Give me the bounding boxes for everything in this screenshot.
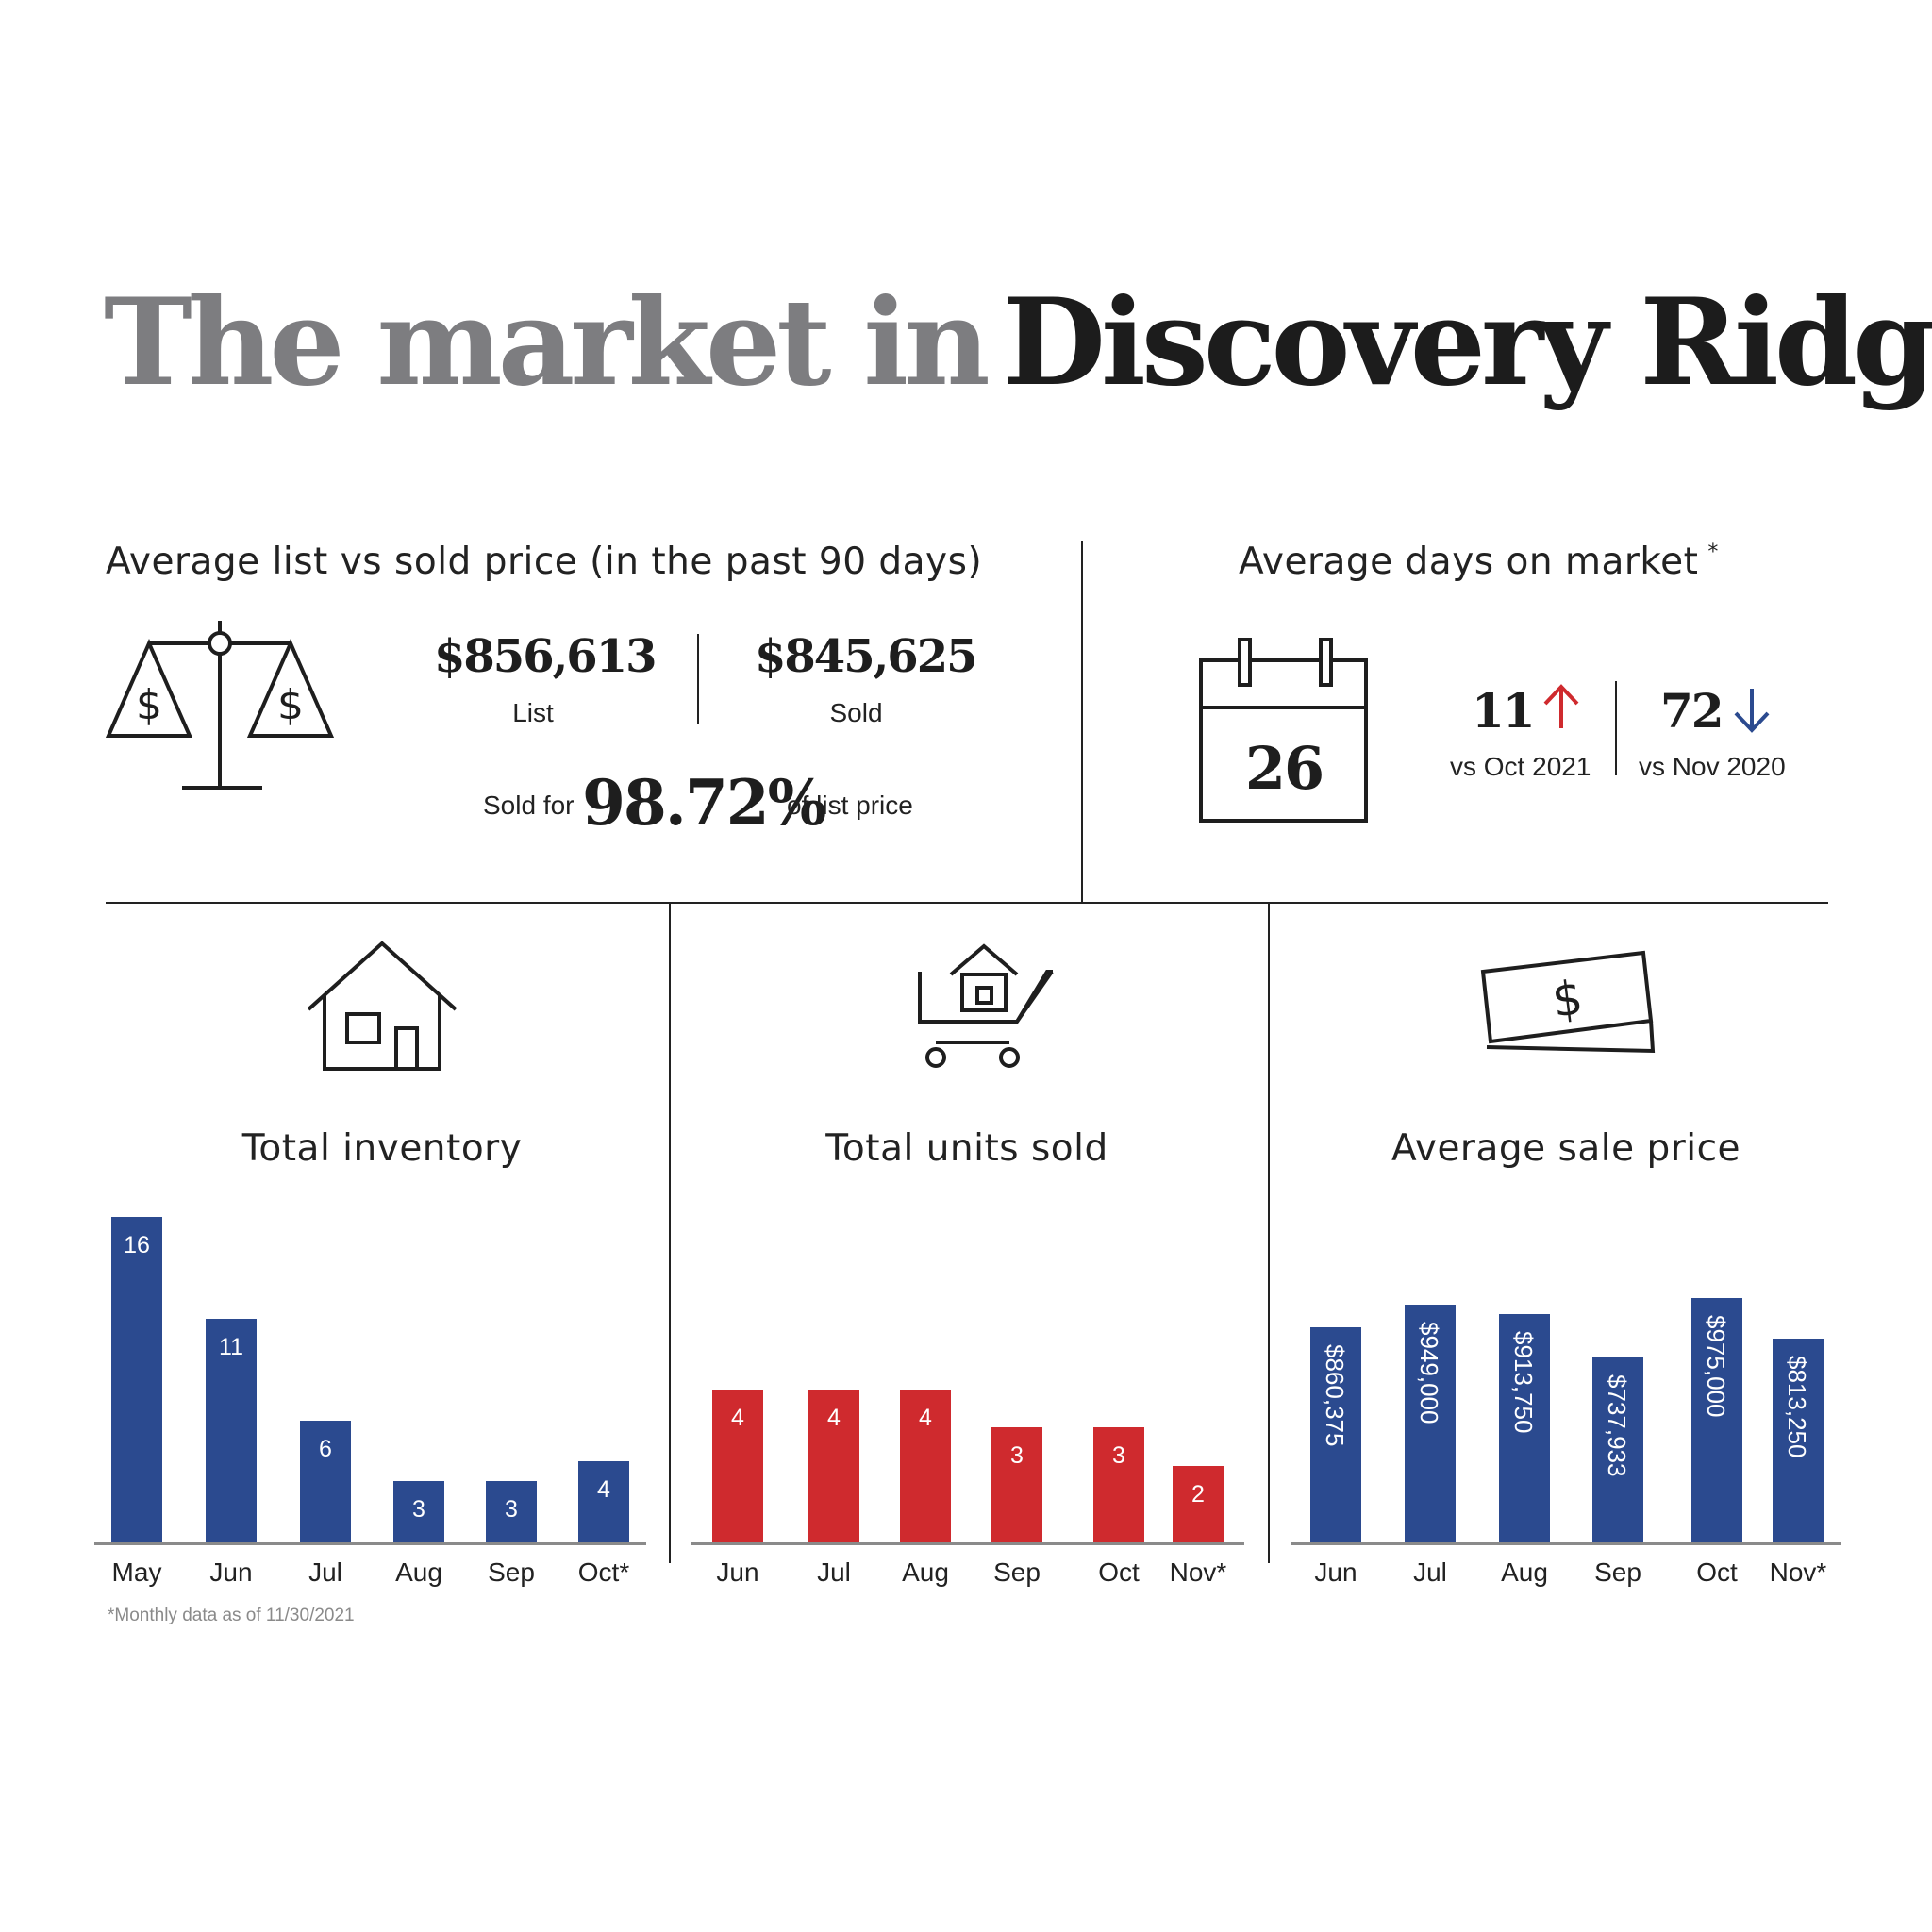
- bar-value-label: 16: [124, 1232, 150, 1258]
- x-axis-tick-label: Oct*: [577, 1557, 630, 1587]
- svg-text:$: $: [277, 681, 304, 729]
- x-axis-tick-label: Sep: [1594, 1557, 1641, 1587]
- bar: [111, 1217, 162, 1542]
- x-axis-tick-label: Jul: [817, 1557, 851, 1587]
- chart-divider-2: [1268, 903, 1270, 1563]
- compare1-label: vs Oct 2021: [1450, 752, 1591, 781]
- bar: [712, 1389, 763, 1542]
- up-arrow-icon: [1543, 684, 1579, 728]
- bar: [206, 1318, 257, 1542]
- sold-for-suffix: of list price: [787, 791, 913, 820]
- title-part2: Discovery Ridge: [1002, 273, 1932, 412]
- x-axis-tick-label: Oct: [1098, 1557, 1140, 1587]
- units-sold-baseline: [691, 1542, 1244, 1545]
- days-heading-mark: *: [1707, 541, 1719, 564]
- svg-text:$: $: [1549, 970, 1586, 1027]
- house-icon: [307, 941, 458, 1071]
- down-arrow-icon: [1734, 689, 1770, 733]
- bar-value-label: 4: [919, 1404, 932, 1431]
- bar: [300, 1420, 351, 1542]
- sold-price-label: Sold: [829, 698, 883, 727]
- days-heading-text: Average days on market: [1239, 541, 1699, 583]
- inventory-baseline: [94, 1542, 646, 1545]
- bar: [900, 1389, 951, 1542]
- top-section-divider: [1081, 541, 1083, 903]
- units-sold-chart-title: Total units sold: [825, 1127, 1108, 1170]
- bar-value-label: $813,250: [1783, 1356, 1811, 1458]
- footnote: *Monthly data as of 11/30/2021: [108, 1606, 355, 1625]
- bar-value-label: 6: [319, 1435, 332, 1462]
- x-axis-tick-label: Jun: [209, 1557, 253, 1587]
- x-axis-tick-label: Jun: [716, 1557, 759, 1587]
- x-axis-tick-label: Oct: [1696, 1557, 1738, 1587]
- x-axis-tick-label: Aug: [1501, 1557, 1548, 1587]
- bar-value-label: 4: [731, 1404, 744, 1431]
- x-axis-tick-label: Sep: [488, 1557, 535, 1587]
- inventory-chart-title: Total inventory: [242, 1127, 523, 1170]
- dollar-bill-icon: $: [1480, 950, 1656, 1054]
- bar-value-label: $913,750: [1509, 1330, 1538, 1433]
- compare2-value: 72: [1660, 683, 1724, 739]
- price-divider: [697, 634, 699, 724]
- bar-value-label: 3: [1010, 1442, 1024, 1470]
- bar: [1093, 1427, 1144, 1542]
- bar-value-label: 11: [219, 1333, 243, 1360]
- bar-value-label: $949,000: [1415, 1322, 1443, 1424]
- bar: [1310, 1326, 1361, 1542]
- x-axis-tick-label: Aug: [902, 1557, 949, 1587]
- x-axis-tick-label: Nov*: [1769, 1557, 1827, 1587]
- list-price-label: List: [512, 698, 554, 727]
- chart-divider-1: [669, 903, 671, 1563]
- bar: [393, 1481, 444, 1542]
- x-axis-tick-label: Jun: [1314, 1557, 1357, 1587]
- x-axis-tick-label: Sep: [993, 1557, 1041, 1587]
- bar: [991, 1427, 1042, 1542]
- sold-for-percentage: 98.72%: [582, 766, 826, 840]
- bar: [1499, 1313, 1550, 1542]
- scale-icon: $ $: [105, 621, 335, 790]
- days-section-heading: Average days on market *: [1239, 541, 1719, 583]
- avg-price-chart-title: Average sale price: [1391, 1127, 1741, 1170]
- bar: [1773, 1339, 1824, 1542]
- list-price-value: $856,613: [434, 630, 658, 683]
- bar: [1405, 1305, 1456, 1542]
- bar-value-label: 4: [827, 1404, 841, 1431]
- compare1-value: 11: [1472, 683, 1536, 739]
- bar-value-label: $860,375: [1321, 1343, 1349, 1447]
- days-on-market-value: 26: [1244, 734, 1324, 803]
- bar-value-label: $975,000: [1702, 1315, 1730, 1418]
- compare-divider: [1615, 681, 1617, 775]
- x-axis-tick-label: Jul: [308, 1557, 342, 1587]
- bar: [808, 1389, 859, 1542]
- page-title: The market in Discovery Ridge: [104, 283, 1932, 402]
- bar: [1691, 1298, 1742, 1542]
- bar-value-label: $737,933: [1603, 1374, 1631, 1477]
- sold-for-prefix: Sold for: [483, 791, 575, 820]
- x-axis-tick-label: Nov*: [1169, 1557, 1227, 1587]
- bar: [486, 1481, 537, 1542]
- price-section-heading: Average list vs sold price (in the past …: [106, 541, 983, 583]
- bar-value-label: 3: [412, 1496, 425, 1524]
- calendar-icon: [1199, 638, 1368, 823]
- bar-value-label: 3: [1112, 1442, 1125, 1470]
- bar-value-label: 3: [505, 1496, 518, 1524]
- bar: [578, 1460, 629, 1542]
- x-axis-tick-label: May: [111, 1557, 162, 1587]
- bar-value-label: 2: [1191, 1480, 1205, 1507]
- title-part1: The market in: [104, 273, 991, 412]
- section-separator: [106, 902, 1828, 904]
- sold-price-value: $845,625: [755, 630, 978, 683]
- bar: [1173, 1465, 1224, 1542]
- bar-value-label: 4: [597, 1475, 610, 1503]
- svg-text:$: $: [136, 681, 162, 729]
- x-axis-tick-label: Jul: [1413, 1557, 1447, 1587]
- bar: [1592, 1357, 1643, 1542]
- shopping-cart-icon: [918, 943, 1054, 1068]
- x-axis-tick-label: Aug: [395, 1557, 442, 1587]
- avg-price-baseline: [1291, 1542, 1841, 1545]
- compare2-label: vs Nov 2020: [1639, 752, 1786, 781]
